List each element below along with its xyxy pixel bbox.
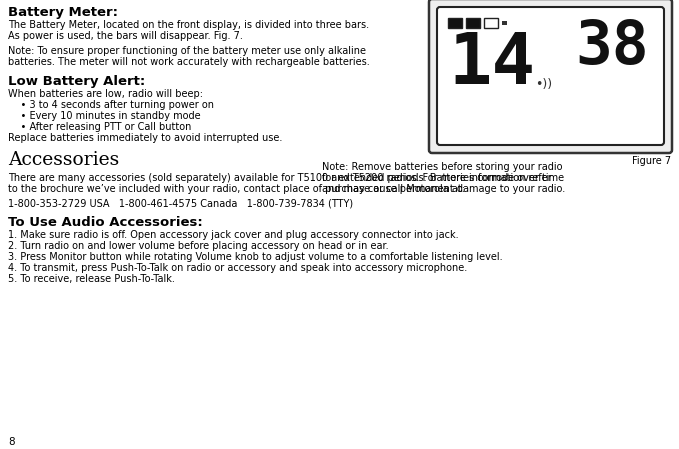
Text: batteries. The meter will not work accurately with rechargeable batteries.: batteries. The meter will not work accur… bbox=[8, 57, 370, 67]
Text: The Battery Meter, located on the front display, is divided into three bars.: The Battery Meter, located on the front … bbox=[8, 20, 369, 30]
Text: 1-800-353-2729 USA   1-800-461-4575 Canada   1-800-739-7834 (TTY): 1-800-353-2729 USA 1-800-461-4575 Canada… bbox=[8, 198, 353, 208]
Text: •)): •)) bbox=[535, 78, 552, 91]
Text: • Every 10 minutes in standby mode: • Every 10 minutes in standby mode bbox=[8, 111, 200, 121]
Text: When batteries are low, radio will beep:: When batteries are low, radio will beep: bbox=[8, 89, 203, 99]
Text: Battery Meter:: Battery Meter: bbox=[8, 6, 118, 19]
Text: Accessories: Accessories bbox=[8, 151, 120, 169]
Text: Low Battery Alert:: Low Battery Alert: bbox=[8, 75, 145, 88]
Text: 14: 14 bbox=[449, 30, 536, 99]
Text: 3. Press Monitor button while rotating Volume knob to adjust volume to a comfort: 3. Press Monitor button while rotating V… bbox=[8, 252, 502, 262]
Text: 8: 8 bbox=[8, 437, 15, 447]
Text: 5. To receive, release Push-To-Talk.: 5. To receive, release Push-To-Talk. bbox=[8, 274, 175, 284]
Text: • After releasing PTT or Call button: • After releasing PTT or Call button bbox=[8, 122, 191, 132]
Text: for extended periods. Batteries corrode over time: for extended periods. Batteries corrode … bbox=[322, 173, 564, 183]
Text: 2. Turn radio on and lower volume before placing accessory on head or in ear.: 2. Turn radio on and lower volume before… bbox=[8, 241, 388, 251]
Bar bbox=[502, 21, 507, 25]
Text: 4. To transmit, press Push-To-Talk on radio or accessory and speak into accessor: 4. To transmit, press Push-To-Talk on ra… bbox=[8, 263, 467, 273]
Bar bbox=[484, 18, 498, 28]
Text: • 3 to 4 seconds after turning power on: • 3 to 4 seconds after turning power on bbox=[8, 100, 214, 110]
Text: As power is used, the bars will disappear. Fig. 7.: As power is used, the bars will disappea… bbox=[8, 31, 243, 41]
Bar bbox=[448, 18, 462, 28]
Text: and may cause permanent damage to your radio.: and may cause permanent damage to your r… bbox=[322, 184, 565, 194]
Text: 1. Make sure radio is off. Open accessory jack cover and plug accessory connecto: 1. Make sure radio is off. Open accessor… bbox=[8, 230, 458, 240]
Text: To Use Audio Accessories:: To Use Audio Accessories: bbox=[8, 216, 203, 229]
Text: Replace batteries immediately to avoid interrupted use.: Replace batteries immediately to avoid i… bbox=[8, 133, 282, 143]
FancyBboxPatch shape bbox=[429, 0, 672, 153]
Text: Figure 7: Figure 7 bbox=[632, 156, 671, 166]
Text: Note: Remove batteries before storing your radio: Note: Remove batteries before storing yo… bbox=[322, 162, 562, 172]
Bar bbox=[466, 18, 480, 28]
Text: to the brochure we’ve included with your radio, contact place of purchase or cal: to the brochure we’ve included with your… bbox=[8, 184, 465, 194]
Text: There are many accessories (sold separately) available for T5100 and T5200 radio: There are many accessories (sold separat… bbox=[8, 173, 551, 183]
Text: 38: 38 bbox=[576, 18, 649, 77]
FancyBboxPatch shape bbox=[437, 7, 664, 145]
Text: Note: To ensure proper functioning of the battery meter use only alkaline: Note: To ensure proper functioning of th… bbox=[8, 46, 366, 56]
